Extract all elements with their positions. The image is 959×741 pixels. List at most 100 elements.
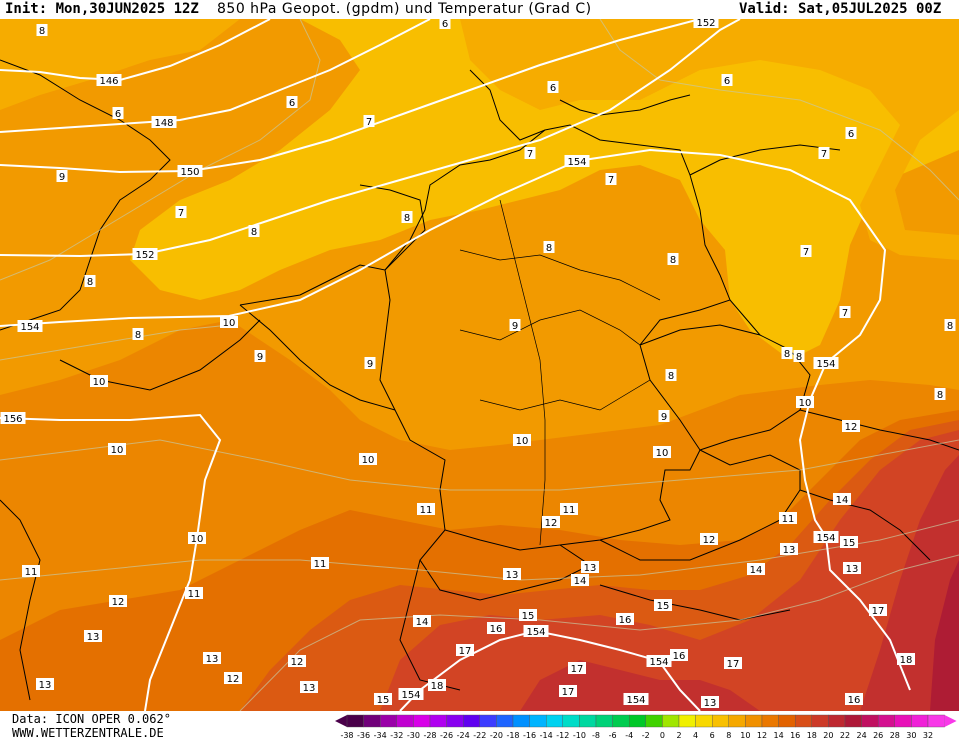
temp-label-text: 16 xyxy=(848,695,861,706)
temp-label: 12 xyxy=(109,595,127,608)
temp-label: 6 xyxy=(721,74,733,87)
temperature-field-18 xyxy=(860,455,959,711)
legend-tick-label: -4 xyxy=(625,731,633,740)
temp-label-text: 13 xyxy=(506,570,519,581)
geopot-label-text: 148 xyxy=(154,118,173,129)
legend-color-box xyxy=(712,714,730,728)
temp-label: 13 xyxy=(780,543,798,556)
temp-label-text: 18 xyxy=(431,681,444,692)
temp-label: 14 xyxy=(833,493,851,506)
legend-tick-label: -8 xyxy=(592,731,600,740)
legend-color-box xyxy=(795,714,813,728)
geopot-label: 150 xyxy=(177,165,203,178)
temp-label-text: 9 xyxy=(59,172,65,183)
legend-color-box xyxy=(878,714,896,728)
temp-label: 14 xyxy=(747,563,765,576)
legend-color-box xyxy=(728,714,746,728)
legend-tick-label: -22 xyxy=(473,731,486,740)
legend-color-box xyxy=(413,714,431,728)
temp-label-text: 11 xyxy=(188,589,201,600)
map-title: 850 hPa Geopot. (gpdm) und Temperatur (G… xyxy=(217,1,592,17)
legend-tick-label: 12 xyxy=(757,731,767,740)
temp-label-text: 6 xyxy=(115,109,121,120)
temperature-field-20 xyxy=(930,560,959,711)
geopot-label-text: 154 xyxy=(567,157,586,168)
legend-tick-label: -32 xyxy=(390,731,403,740)
geopot-label: 10 xyxy=(359,453,377,466)
temp-label: 13 xyxy=(84,630,102,643)
legend-tick-label: 20 xyxy=(823,731,833,740)
geopot-label: 152 xyxy=(693,19,719,29)
temp-label-text: 14 xyxy=(836,495,849,506)
legend-color-box xyxy=(562,714,580,728)
state-border-2 xyxy=(459,309,641,346)
legend-color-box xyxy=(811,714,829,728)
website-url: WWW.WETTERZENTRALE.DE xyxy=(12,726,164,740)
temp-label: 6 xyxy=(439,19,451,30)
legend-tick-label: -6 xyxy=(609,731,617,740)
temp-label-text: 7 xyxy=(842,308,848,319)
valid-time: Valid: Sat,05JUL2025 00Z xyxy=(739,1,942,17)
temp-label-text: 17 xyxy=(727,659,740,670)
geopot-label: 10 xyxy=(796,396,814,409)
temp-label-text: 8 xyxy=(546,243,552,254)
legend-color-box xyxy=(529,714,547,728)
legend-color-box xyxy=(761,714,779,728)
country-borders xyxy=(0,59,959,701)
temp-label: 16 xyxy=(616,613,634,626)
legend-color-box xyxy=(678,714,696,728)
temp-label: 7 xyxy=(800,245,812,258)
temp-label-text: 17 xyxy=(872,606,885,617)
temp-label: 16 xyxy=(670,649,688,662)
geopot-label: 15 xyxy=(840,536,858,549)
temp-label-text: 8 xyxy=(937,390,943,401)
temp-label-text: 13 xyxy=(87,632,100,643)
geopot-label-text: 10 xyxy=(93,377,106,388)
geopot-label: 10 xyxy=(108,443,126,456)
legend-tick-label: -30 xyxy=(407,731,420,740)
temp-label-text: 12 xyxy=(845,422,858,433)
germany-border xyxy=(379,124,731,551)
temp-label-text: 14 xyxy=(416,617,429,628)
geopot-154-south xyxy=(399,629,701,711)
legend-color-box xyxy=(927,714,945,728)
geopot-label-text: 10 xyxy=(799,398,812,409)
temp-label: 12 xyxy=(842,420,860,433)
legend-tick-label: -12 xyxy=(556,731,569,740)
legend-tick-label: 32 xyxy=(923,731,933,740)
state-border-3 xyxy=(479,379,651,411)
legend-tick-label: 26 xyxy=(873,731,883,740)
temp-label: 11 xyxy=(311,557,329,570)
state-border-1 xyxy=(459,249,661,301)
temp-label-text: 11 xyxy=(314,559,327,570)
temp-label: 17 xyxy=(568,662,586,675)
temp-label-text: 7 xyxy=(608,175,614,186)
legend-tick-label: 8 xyxy=(726,731,731,740)
temp-label-text: 8 xyxy=(947,321,953,332)
temp-label-text: 9 xyxy=(257,352,263,363)
temp-label: 17 xyxy=(724,657,742,670)
temp-label-text: 17 xyxy=(571,664,584,675)
temp-label: 7 xyxy=(839,306,851,319)
legend-color-box xyxy=(778,714,796,728)
geopot-label-text: 154 xyxy=(401,690,420,701)
legend-tick-label: -24 xyxy=(457,731,470,740)
temp-label: 18 xyxy=(897,653,915,666)
temp-label-text: 11 xyxy=(782,514,795,525)
temp-label-text: 13 xyxy=(584,563,597,574)
geopot-156 xyxy=(0,413,222,711)
temp-label-text: 16 xyxy=(490,624,503,635)
temp-label-text: 9 xyxy=(512,321,518,332)
isotherm-d xyxy=(239,554,959,711)
legend-color-boxes xyxy=(335,714,957,728)
temp-label: 6 xyxy=(286,96,298,109)
temp-label-text: 11 xyxy=(563,505,576,516)
temp-label: 7 xyxy=(363,115,375,128)
temp-label: 12 xyxy=(542,516,560,529)
init-time: Init: Mon,30JUN2025 12Z xyxy=(5,1,199,17)
temp-label: 11 xyxy=(417,503,435,516)
temp-label-text: 17 xyxy=(459,646,472,657)
legend-tick-label: 18 xyxy=(807,731,817,740)
